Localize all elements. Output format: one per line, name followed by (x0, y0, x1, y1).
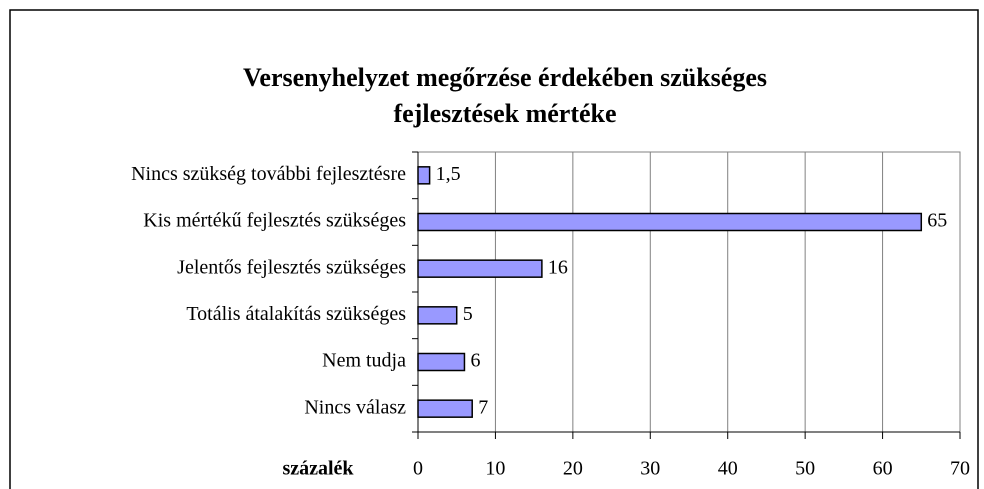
x-tick-label: 70 (950, 458, 970, 480)
plot-area (417, 151, 961, 433)
y-tick-label: Nincs szükség további fejlesztésre (131, 163, 406, 185)
chart-title: fejlesztések mértéke (393, 99, 616, 128)
bar (417, 166, 431, 185)
bar (417, 259, 543, 278)
x-axis-label: százalék (282, 458, 354, 480)
value-label: 1,5 (436, 163, 461, 185)
x-tick-label: 10 (485, 458, 505, 480)
bar (417, 306, 458, 325)
chart-title: Versenyhelyzet megőrzése érdekében szüks… (243, 63, 767, 92)
value-label: 7 (478, 396, 488, 418)
x-tick-label: 0 (413, 458, 423, 480)
value-label: 16 (548, 256, 568, 278)
y-tick-label: Nem tudja (322, 350, 406, 372)
bar (417, 399, 473, 418)
y-tick-label: Jelentős fejlesztés szükséges (177, 256, 406, 278)
x-tick-label: 50 (795, 458, 815, 480)
y-tick-label: Nincs válasz (304, 396, 406, 418)
x-tick-label: 40 (718, 458, 738, 480)
x-tick-label: 30 (640, 458, 660, 480)
value-label: 6 (470, 350, 480, 372)
x-tick-label: 20 (563, 458, 583, 480)
bar (417, 212, 923, 232)
y-tick-label: Totális átalakítás szükséges (186, 303, 406, 325)
x-tick-label: 60 (873, 458, 893, 480)
value-label: 65 (927, 210, 947, 232)
value-label: 5 (463, 303, 473, 325)
y-tick-label: Kis mértékű fejlesztés szükséges (143, 210, 406, 232)
frame (9, 9, 979, 489)
bar (417, 352, 466, 372)
